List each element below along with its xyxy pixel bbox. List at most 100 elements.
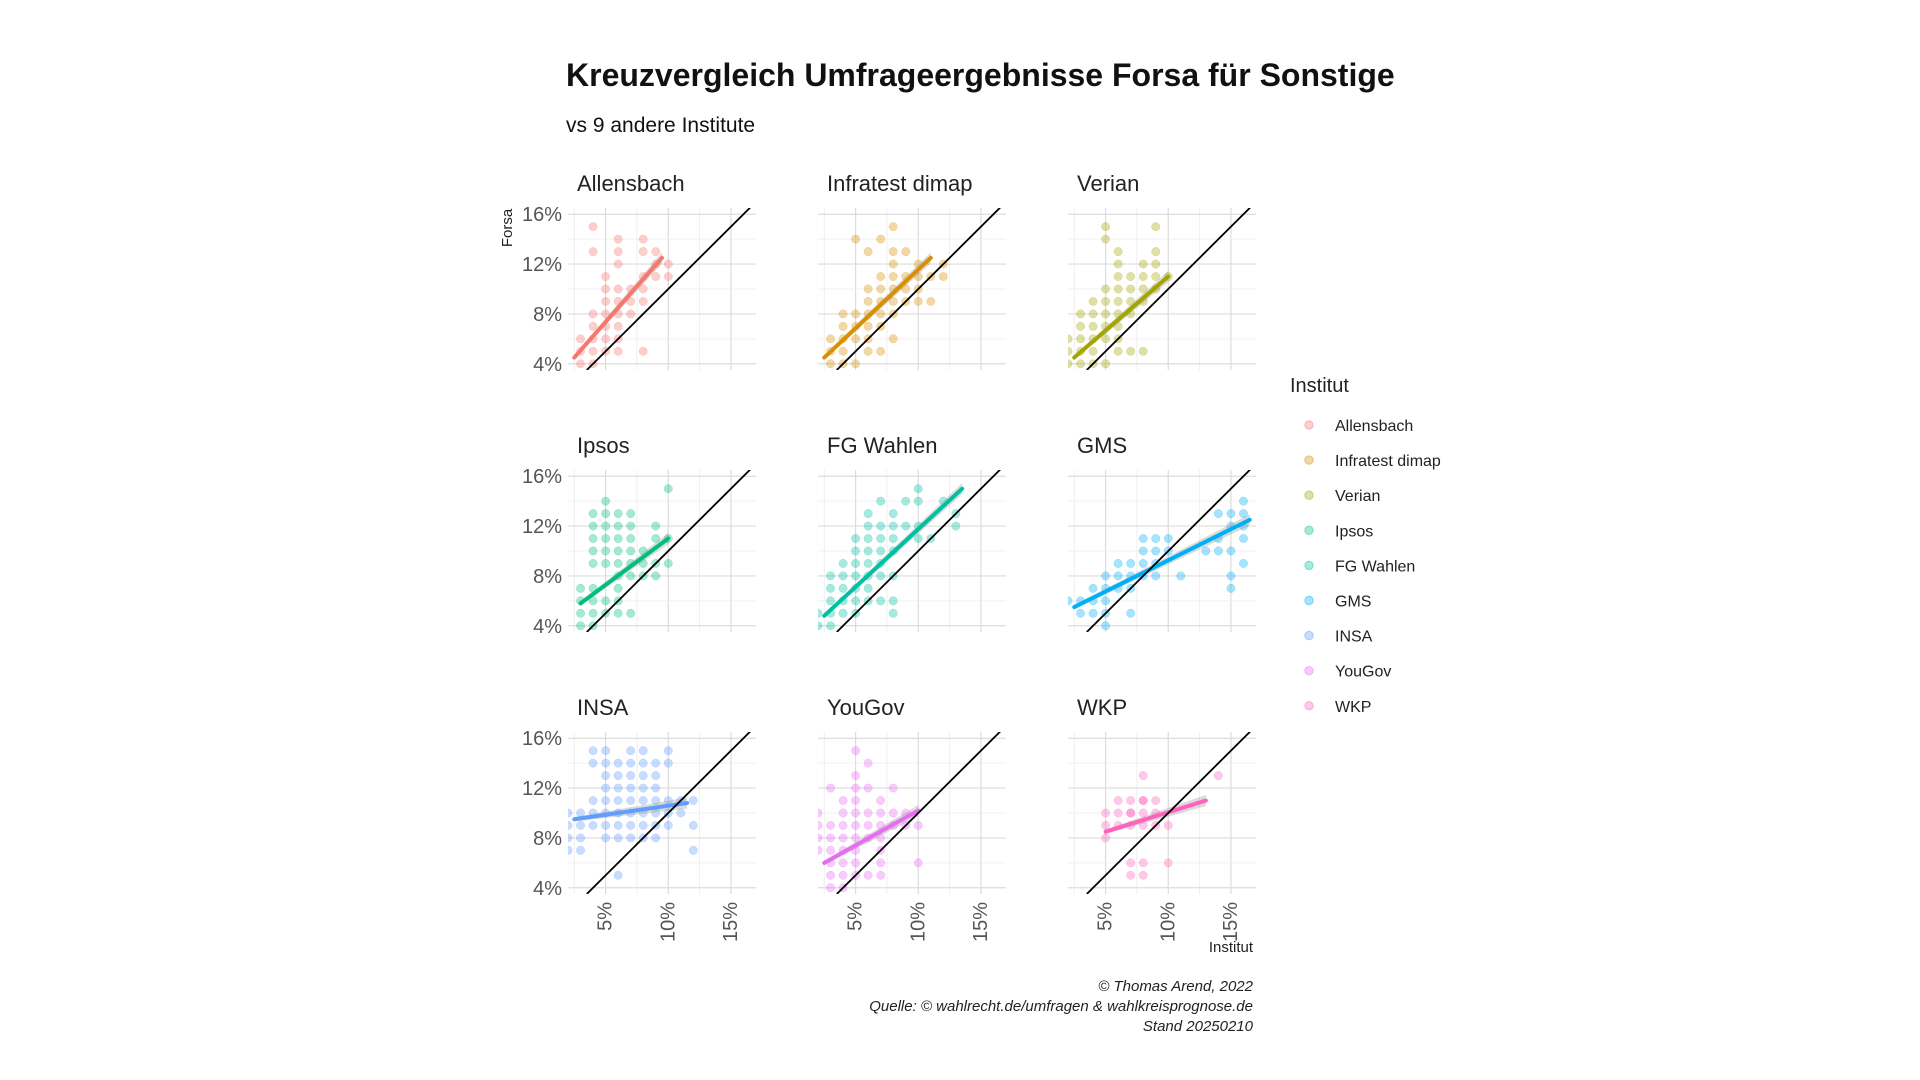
data-point bbox=[838, 833, 848, 843]
data-point bbox=[626, 796, 636, 805]
data-point bbox=[863, 821, 873, 830]
data-point bbox=[826, 845, 835, 855]
data-point bbox=[863, 247, 873, 257]
identity-line bbox=[586, 732, 752, 894]
data-point bbox=[626, 608, 636, 618]
data-point bbox=[1138, 346, 1148, 356]
data-point bbox=[826, 596, 835, 606]
data-point bbox=[1101, 359, 1111, 369]
data-point bbox=[838, 559, 848, 568]
data-point bbox=[1239, 509, 1248, 519]
data-point bbox=[613, 259, 623, 269]
data-point bbox=[1151, 571, 1161, 581]
data-point bbox=[613, 534, 623, 543]
data-point bbox=[601, 309, 611, 319]
identity-line bbox=[586, 470, 752, 632]
legend-label: Ipsos bbox=[1335, 523, 1373, 540]
facet-ipsos: Ipsos 4% 8% 12% 16% bbox=[522, 433, 756, 638]
data-point bbox=[626, 309, 636, 319]
x-tick-label: 5% bbox=[1095, 902, 1117, 931]
data-point bbox=[651, 833, 661, 843]
y-tick-label: 8% bbox=[533, 566, 562, 588]
gridlines bbox=[1068, 208, 1256, 370]
data-point bbox=[601, 284, 611, 294]
data-point bbox=[638, 758, 648, 768]
facet-panels: Allensbach 4% 8% 12% 16% Infratest dimap Veria… bbox=[522, 171, 1256, 942]
data-point bbox=[1138, 796, 1148, 805]
data-point bbox=[1138, 559, 1148, 568]
facet-verian: Verian bbox=[1068, 171, 1256, 370]
data-point bbox=[826, 359, 835, 369]
gridlines bbox=[568, 208, 756, 370]
data-point bbox=[863, 534, 873, 543]
data-point bbox=[651, 796, 661, 805]
data-point bbox=[1101, 234, 1111, 244]
data-point bbox=[601, 783, 611, 793]
x-tick-label: 5% bbox=[845, 902, 867, 931]
reference bbox=[586, 470, 752, 632]
data-point bbox=[638, 796, 648, 805]
data-point bbox=[913, 858, 923, 868]
identity-line bbox=[1086, 208, 1252, 370]
data-point bbox=[601, 596, 611, 606]
data-point bbox=[1068, 334, 1073, 344]
data-point bbox=[601, 771, 611, 781]
data-point bbox=[851, 334, 861, 344]
data-point bbox=[588, 796, 598, 805]
reference bbox=[836, 208, 1002, 370]
data-point bbox=[638, 346, 648, 356]
data-point bbox=[888, 247, 898, 257]
data-point bbox=[1138, 771, 1148, 781]
data-point bbox=[1101, 334, 1111, 344]
data-point bbox=[838, 808, 848, 818]
data-point bbox=[638, 234, 648, 244]
legend-title: Institut bbox=[1290, 375, 1349, 397]
data-point bbox=[863, 321, 873, 331]
data-point bbox=[1088, 608, 1098, 618]
x-tick-label: 15% bbox=[1220, 902, 1242, 942]
data-point bbox=[626, 821, 636, 830]
data-point bbox=[1076, 334, 1085, 344]
data-point bbox=[1138, 272, 1148, 281]
data-point bbox=[838, 321, 848, 331]
legend-label: WKP bbox=[1335, 699, 1371, 716]
data-point bbox=[838, 571, 848, 581]
data-point bbox=[588, 559, 598, 568]
identity-line bbox=[836, 732, 1002, 894]
data-point bbox=[1068, 359, 1073, 369]
data-point bbox=[1101, 621, 1111, 631]
legend-label: Allensbach bbox=[1335, 418, 1413, 435]
data-point bbox=[1213, 509, 1223, 519]
x-tick-label: 15% bbox=[970, 902, 992, 942]
legend-key bbox=[1304, 701, 1314, 711]
facet-strip-label: INSA bbox=[577, 695, 629, 720]
data-point bbox=[676, 808, 686, 818]
data-point bbox=[588, 309, 598, 319]
data-point bbox=[588, 247, 598, 257]
data-point bbox=[1226, 583, 1236, 593]
data-point bbox=[1126, 808, 1136, 818]
data-point bbox=[838, 583, 848, 593]
data-point bbox=[638, 771, 648, 781]
y-axis-label: Forsa bbox=[499, 208, 516, 247]
data-point bbox=[638, 247, 648, 257]
data-point bbox=[601, 496, 611, 506]
regression-line bbox=[578, 536, 671, 606]
data-point bbox=[601, 509, 611, 519]
data-point bbox=[576, 845, 585, 855]
facet-strip-label: YouGov bbox=[827, 695, 904, 720]
data-point bbox=[863, 559, 873, 568]
data-point bbox=[588, 608, 598, 618]
data-point bbox=[1101, 596, 1111, 606]
facet-fg-wahlen: FG Wahlen bbox=[818, 433, 1006, 632]
data-point bbox=[1126, 870, 1136, 880]
data-point bbox=[1068, 346, 1073, 356]
data-point bbox=[1088, 297, 1098, 306]
data-point bbox=[1138, 870, 1148, 880]
data-point bbox=[626, 746, 636, 756]
data-point bbox=[613, 284, 623, 294]
data-point bbox=[876, 496, 886, 506]
data-point bbox=[626, 509, 636, 519]
data-point bbox=[601, 796, 611, 805]
data-point bbox=[663, 758, 673, 768]
